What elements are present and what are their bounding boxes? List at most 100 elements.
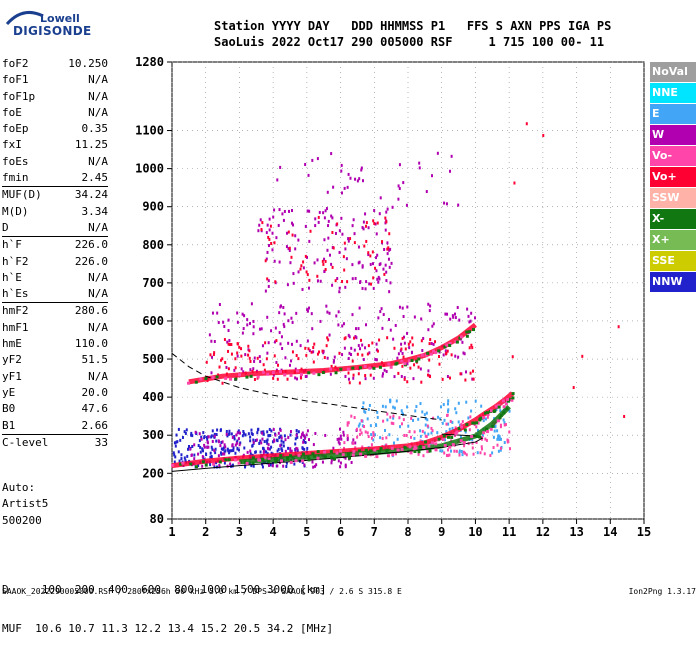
scatter-point-mid-band-pink [400, 422, 403, 426]
scatter-point-low-band-w [198, 432, 201, 436]
trace-point-2-hop [437, 349, 441, 353]
param-value: 33 [94, 435, 108, 449]
scatter-point-upper-band [442, 353, 445, 357]
scatter-point-low-band [269, 433, 272, 437]
scatter-point-top-band [365, 280, 368, 284]
scatter-point-spray [362, 179, 365, 183]
scatter-point-upper-band [290, 316, 293, 320]
scatter-point-low-band [279, 434, 282, 438]
scatter-point-upper-band-red [409, 340, 412, 344]
scatter-point-low-band-w [190, 453, 193, 457]
scatter-point-upper-band [325, 304, 328, 308]
scatter-point-mid-band [407, 424, 410, 428]
scatter-point-upper-band [361, 343, 364, 347]
scatter-point-mid-band [423, 413, 426, 417]
scatter-point-mid-band-pink [454, 426, 457, 430]
trace-point-2-hop [407, 359, 411, 363]
param-row: B1 2.66 [2, 418, 108, 434]
scatter-point-low-band [183, 430, 186, 434]
scatter-point-upper-band [403, 376, 406, 380]
scatter-point-mid-band [459, 423, 462, 427]
scatter-point-low-band [304, 441, 307, 445]
scatter-point-low-band-w [193, 443, 196, 447]
scatter-point-low-band [229, 449, 232, 453]
scatter-point-low-band [180, 457, 183, 461]
scatter-point-top-band-red [324, 267, 327, 271]
scatter-point-mid-band [474, 399, 477, 403]
scatter-point-low-band-w [344, 463, 347, 467]
scatter-point-upper-band-red [227, 342, 230, 346]
scatter-point-low-band-w [340, 437, 343, 441]
param-name: MUF(D) [2, 188, 42, 202]
trace-point-O-trace [478, 418, 482, 422]
trace-X-trace [239, 404, 511, 465]
scatter-point-low-band [281, 449, 284, 453]
scatter-point-top-band-red [287, 230, 290, 234]
scatter-point-mid-band-pink [475, 440, 478, 444]
scatter-point-low-band [268, 447, 271, 451]
scatter-point-upper-band [342, 322, 345, 326]
scatter-point-upper-band [431, 324, 434, 328]
scatter-point-top-band [292, 272, 295, 276]
scatter-point-upper-band [408, 346, 411, 350]
trace-point-2-hop [358, 366, 362, 370]
scatter-point-top-band [323, 257, 326, 261]
scatter-point-mid-band [441, 449, 444, 453]
scatter-point-low-band-w [279, 428, 282, 432]
scatter-point-top-band [302, 266, 305, 270]
scatter-point-mid-band [423, 431, 426, 435]
trace-point-2-hop [211, 376, 215, 380]
scatter-point-upper-band [282, 305, 285, 309]
scatter-point-low-band [220, 452, 223, 456]
param-value: N/A [88, 320, 108, 334]
trace-point-O-trace [212, 462, 216, 466]
scatter-point-low-band [173, 441, 176, 445]
scatter-point-mid-band-pink [508, 430, 511, 434]
scatter-point-upper-band [343, 346, 346, 350]
scatter-point-mid-band [392, 416, 395, 420]
param-row: hmF2 280.6 [2, 303, 108, 319]
trace-point-O-trace [441, 438, 445, 442]
scatter-point-low-band [193, 453, 196, 457]
scatter-point-low-band [243, 446, 246, 450]
scatter-point-low-band [233, 437, 236, 441]
scatter-point-upper-band [374, 357, 377, 361]
scatter-point-top-band [286, 283, 289, 287]
scatter-point-top-band [301, 287, 304, 291]
scatter-point-upper-band [375, 348, 378, 352]
scatter-point-low-band [211, 429, 214, 433]
scatter-point-upper-band [246, 323, 249, 327]
y-tick-label: 300 [142, 428, 164, 442]
scatter-point-mid-band [384, 405, 387, 409]
scatter-point-top-band [297, 270, 300, 274]
scatter-point-top-band [377, 275, 380, 279]
scatter-point-low-band [301, 460, 304, 464]
param-value: 2.66 [81, 418, 109, 432]
trace-point-O-trace [437, 437, 441, 441]
scatter-point-top-band [383, 247, 386, 251]
scatter-point-mid-band-pink [480, 445, 483, 449]
scatter-point-top-band [364, 287, 367, 291]
scatter-point-top-band [304, 224, 307, 228]
trace-point-X-trace [459, 439, 463, 443]
scatter-point-mid-band [439, 405, 442, 409]
legend-item-x: X+ [650, 230, 696, 250]
scatter-point-upper-band-red [323, 356, 326, 360]
param-name: foF1 [2, 73, 29, 87]
scatter-point-top-band-red [385, 220, 388, 224]
scatter-point-top-band [364, 212, 367, 216]
scatter-point-top-band [258, 223, 261, 227]
scatter-point-low-band-w [342, 430, 345, 434]
scatter-point-low-band-w [300, 435, 303, 439]
scatter-point-upper-band-red [338, 351, 341, 355]
artist-version: Artist5 [2, 497, 49, 511]
param-name: foF1p [2, 89, 36, 103]
param-name: yF2 [2, 353, 22, 367]
scatter-point-mid-band [381, 404, 384, 408]
scatter-point-low-band [177, 450, 180, 454]
scatter-point-top-band-red [336, 222, 339, 226]
trace-point-X-trace [279, 459, 283, 463]
scatter-point-upper-band-red [406, 380, 409, 384]
x-tick-label: 5 [303, 525, 310, 539]
scatter-point-low-band [234, 451, 237, 455]
